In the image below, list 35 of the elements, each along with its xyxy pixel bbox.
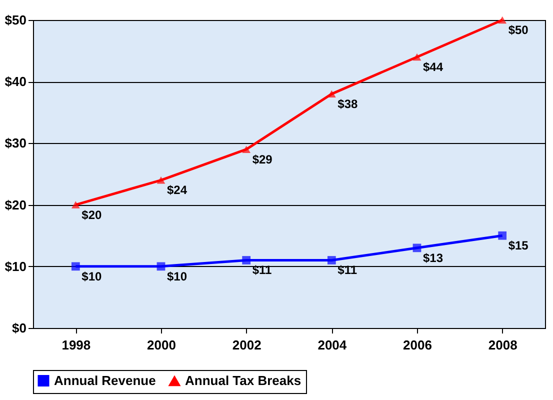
x-tick-label: 2004 (318, 338, 348, 352)
y-tick-label: $40 (4, 74, 26, 90)
y-tick-label: $30 (4, 136, 26, 151)
point (498, 231, 507, 240)
y-tick-label: $20 (4, 197, 26, 212)
data-label: $13 (423, 250, 444, 265)
point (412, 244, 422, 252)
data-label: $50 (508, 23, 529, 37)
data-label: $15 (508, 238, 529, 253)
point (156, 176, 166, 184)
legend-label: Annual Revenue (54, 372, 156, 388)
point (71, 262, 80, 271)
y-tick-label: $10 (4, 258, 26, 274)
y-tick-label: $0 (12, 320, 26, 336)
x-tick-label: 2008 (488, 338, 518, 352)
legend-label: Annual Tax Breaks (185, 373, 302, 388)
y-tick-label: $50 (4, 12, 26, 28)
point (327, 256, 336, 264)
point (242, 146, 251, 153)
data-label: $10 (167, 269, 188, 284)
point (156, 262, 166, 271)
x-tick-label: 2006 (403, 338, 432, 352)
point (498, 16, 507, 24)
point (71, 201, 80, 208)
x-tick-label: 2000 (147, 338, 176, 352)
data-label: $10 (82, 269, 102, 284)
data-label: $20 (82, 208, 102, 222)
data-label: $29 (252, 152, 273, 166)
x-tick-label: 2002 (232, 338, 262, 352)
data-label: $24 (167, 183, 188, 198)
data-label: $44 (423, 60, 444, 74)
point (412, 53, 422, 61)
point (242, 256, 251, 264)
x-tick-label: 1998 (62, 338, 91, 352)
data-label: $38 (338, 96, 358, 111)
